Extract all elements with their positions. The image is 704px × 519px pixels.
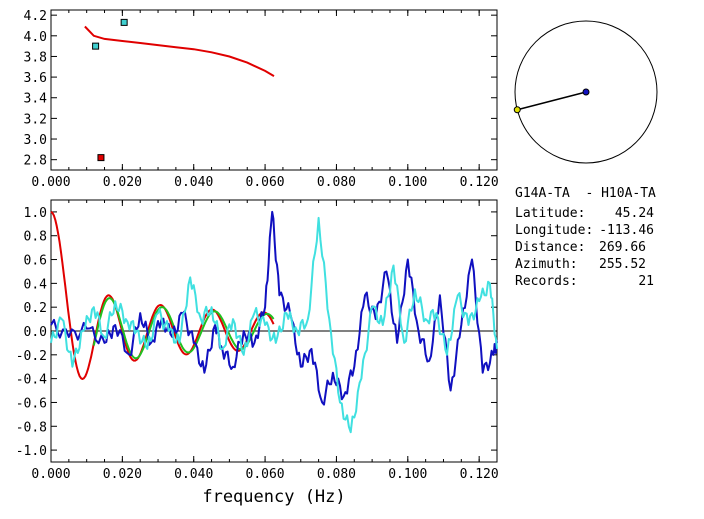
compass-circle (514, 20, 658, 164)
correlation-x-tick-label: 0.100 (388, 467, 427, 482)
correlation-y-tick-label: 0.6 (24, 254, 47, 269)
dispersion-y-tick-label: 3.2 (24, 112, 47, 127)
dispersion-y-tick-label: 3.8 (24, 50, 47, 65)
correlation-y-tick-label: -0.4 (16, 373, 47, 388)
correlation-series-line (50, 210, 498, 406)
dispersion-point (97, 154, 105, 162)
correlation-series-line (50, 216, 498, 434)
azimuth-end-marker (513, 106, 521, 114)
longitude-value: -113.46 (599, 223, 654, 238)
dispersion-plot: 0.000 0.020 0.040 0.060 0.080 0.100 0.120 2.8 3.… (24, 9, 499, 190)
dispersion-y-tick-label: 2.8 (24, 154, 47, 169)
azimuth-compass (513, 20, 658, 164)
compass-center-marker (582, 88, 590, 96)
correlation-y-tick-label: -0.6 (16, 396, 47, 411)
correlation-x-tick-label: 0.080 (317, 467, 356, 482)
correlation-y-tick-label: -1.0 (16, 444, 47, 459)
dispersion-y-tick-label: 4.2 (24, 9, 47, 24)
records-value: 21 (638, 274, 654, 289)
correlation-y-tick-label: -0.2 (16, 349, 47, 364)
correlation-y-tick-label: -0.8 (16, 420, 47, 435)
dispersion-y-tick-label: 3.6 (24, 71, 47, 86)
dispersion-y-tick-label: 4.0 (24, 30, 47, 45)
station-pair: G14A-TA - H10A-TA (515, 186, 656, 201)
dispersion-x-tick-label: 0.040 (174, 175, 213, 190)
correlation-plot-ticks: 0.000 0.020 0.040 0.060 0.080 0.100 0.120 1.0 0.… (16, 200, 499, 482)
dispersion-x-tick-label: 0.020 (103, 175, 142, 190)
correlation-y-tick-label: 0.0 (24, 325, 47, 340)
correlation-x-tick-label: 0.060 (246, 467, 285, 482)
correlation-series-line (50, 211, 275, 380)
dispersion-plot-ticks: 0.000 0.020 0.040 0.060 0.080 0.100 0.120 2.8 3.… (24, 9, 499, 190)
correlation-plot: 0.000 0.020 0.040 0.060 0.080 0.100 0.120 1.0 0.… (16, 199, 499, 507)
longitude-label: Longitude: (515, 223, 593, 238)
azimuth-label: Azimuth: (515, 257, 578, 272)
correlation-x-tick-label: 0.120 (460, 467, 499, 482)
azimuth-line (517, 91, 587, 111)
latitude-value: 45.24 (615, 206, 654, 221)
dispersion-y-tick-label: 3.0 (24, 133, 47, 148)
dispersion-x-tick-label: 0.060 (246, 175, 285, 190)
dispersion-x-tick-label: 0.100 (388, 175, 427, 190)
dispersion-point (92, 42, 100, 50)
dispersion-curve (84, 25, 275, 77)
station-info: G14A-TA - H10A-TA Latitude: 45.24 Longit… (515, 186, 656, 289)
distance-label: Distance: (515, 240, 585, 255)
correlation-y-tick-label: 0.8 (24, 230, 47, 245)
correlation-x-tick-label: 0.040 (174, 467, 213, 482)
correlation-y-tick-label: 0.4 (24, 277, 48, 292)
correlation-y-tick-label: 1.0 (24, 206, 47, 221)
dispersion-y-tick-label: 3.4 (24, 92, 48, 107)
x-axis-label: frequency (Hz) (202, 487, 345, 507)
azimuth-value: 255.52 (599, 257, 646, 272)
dispersion-point (120, 18, 128, 26)
dispersion-plot-frame (50, 9, 498, 171)
distance-value: 269.66 (599, 240, 646, 255)
dispersion-plot-series (84, 18, 275, 162)
dispersion-x-tick-label: 0.120 (460, 175, 499, 190)
dispersion-x-tick-label: 0.000 (31, 175, 70, 190)
correlation-plot-series (50, 210, 498, 434)
records-label: Records: (515, 274, 578, 289)
correlation-x-tick-label: 0.020 (103, 467, 142, 482)
correlation-y-tick-label: 0.2 (24, 301, 47, 316)
correlation-x-tick-label: 0.000 (31, 467, 70, 482)
latitude-label: Latitude: (515, 206, 585, 221)
dispersion-x-tick-label: 0.080 (317, 175, 356, 190)
